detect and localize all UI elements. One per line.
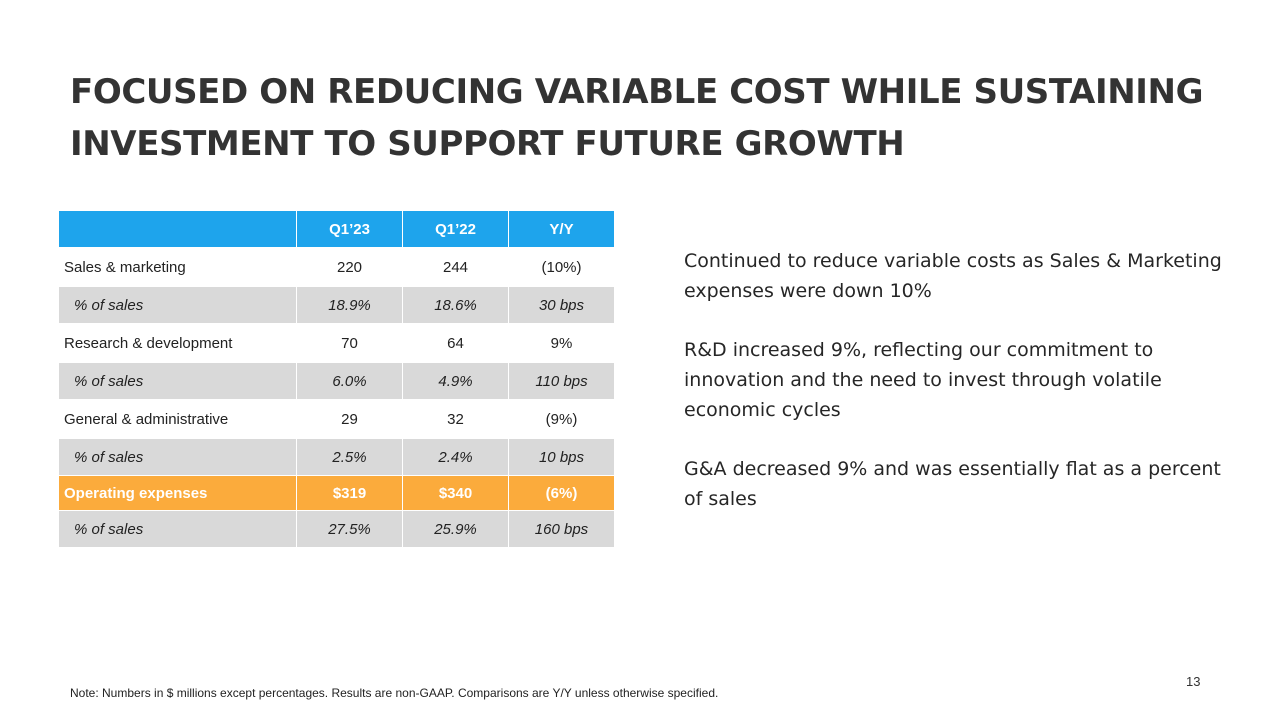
cell-q123: 70 [296, 323, 403, 363]
row-label: General & administrative [58, 399, 297, 439]
cell-q123: 18.9% [296, 286, 403, 324]
cell-q122: 25.9% [402, 510, 509, 548]
cell-yy: 10 bps [508, 438, 615, 476]
table-row: % of sales 27.5% 25.9% 160 bps [58, 510, 615, 548]
page-title: FOCUSED ON REDUCING VARIABLE COST WHILE … [70, 66, 1220, 170]
cell-q123: 2.5% [296, 438, 403, 476]
table-row: % of sales 2.5% 2.4% 10 bps [58, 438, 615, 476]
cell-yy: 30 bps [508, 286, 615, 324]
cell-q122: 4.9% [402, 362, 509, 400]
row-label: % of sales [58, 438, 297, 476]
cell-yy: 110 bps [508, 362, 615, 400]
row-label: Research & development [58, 323, 297, 363]
cell-q122: 64 [402, 323, 509, 363]
commentary: Continued to reduce variable costs as Sa… [684, 246, 1224, 543]
commentary-paragraph: Continued to reduce variable costs as Sa… [684, 250, 1222, 302]
table-row: General & administrative 29 32 (9%) [58, 399, 615, 439]
table-header-row: Q1’23 Q1’22 Y/Y [58, 210, 615, 248]
row-label: % of sales [58, 362, 297, 400]
table-row: Research & development 70 64 9% [58, 323, 615, 363]
header-cell-q122: Q1’22 [402, 210, 509, 248]
row-label: % of sales [58, 286, 297, 324]
cell-q122: 244 [402, 247, 509, 287]
cell-q122: 32 [402, 399, 509, 439]
row-label: Operating expenses [58, 475, 297, 511]
cell-q122: 18.6% [402, 286, 509, 324]
footnote: Note: Numbers in $ millions except perce… [70, 686, 719, 700]
cell-q122: 2.4% [402, 438, 509, 476]
cell-yy: (10%) [508, 247, 615, 287]
header-cell-q123: Q1’23 [296, 210, 403, 248]
table-row-operating-expenses: Operating expenses $319 $340 (6%) [58, 475, 615, 511]
cell-yy: 9% [508, 323, 615, 363]
cell-q122: $340 [402, 475, 509, 511]
title-line-1: FOCUSED ON REDUCING VARIABLE COST WHILE … [70, 72, 1204, 112]
cell-q123: 6.0% [296, 362, 403, 400]
header-cell-yy: Y/Y [508, 210, 615, 248]
page-number: 13 [1186, 674, 1201, 689]
row-label: % of sales [58, 510, 297, 548]
cell-q123: 27.5% [296, 510, 403, 548]
opex-table: Q1’23 Q1’22 Y/Y Sales & marketing 220 24… [58, 210, 615, 548]
header-cell-label [58, 210, 297, 248]
table-row: % of sales 18.9% 18.6% 30 bps [58, 286, 615, 324]
cell-q123: $319 [296, 475, 403, 511]
table-row: Sales & marketing 220 244 (10%) [58, 247, 615, 287]
cell-yy: (9%) [508, 399, 615, 439]
commentary-paragraph: R&D increased 9%, reflecting our commitm… [684, 339, 1162, 421]
cell-yy: (6%) [508, 475, 615, 511]
cell-yy: 160 bps [508, 510, 615, 548]
row-label: Sales & marketing [58, 247, 297, 287]
table-row: % of sales 6.0% 4.9% 110 bps [58, 362, 615, 400]
commentary-paragraph: G&A decreased 9% and was essentially fla… [684, 458, 1221, 510]
cell-q123: 29 [296, 399, 403, 439]
cell-q123: 220 [296, 247, 403, 287]
title-line-2: INVESTMENT TO SUPPORT FUTURE GROWTH [70, 124, 905, 164]
